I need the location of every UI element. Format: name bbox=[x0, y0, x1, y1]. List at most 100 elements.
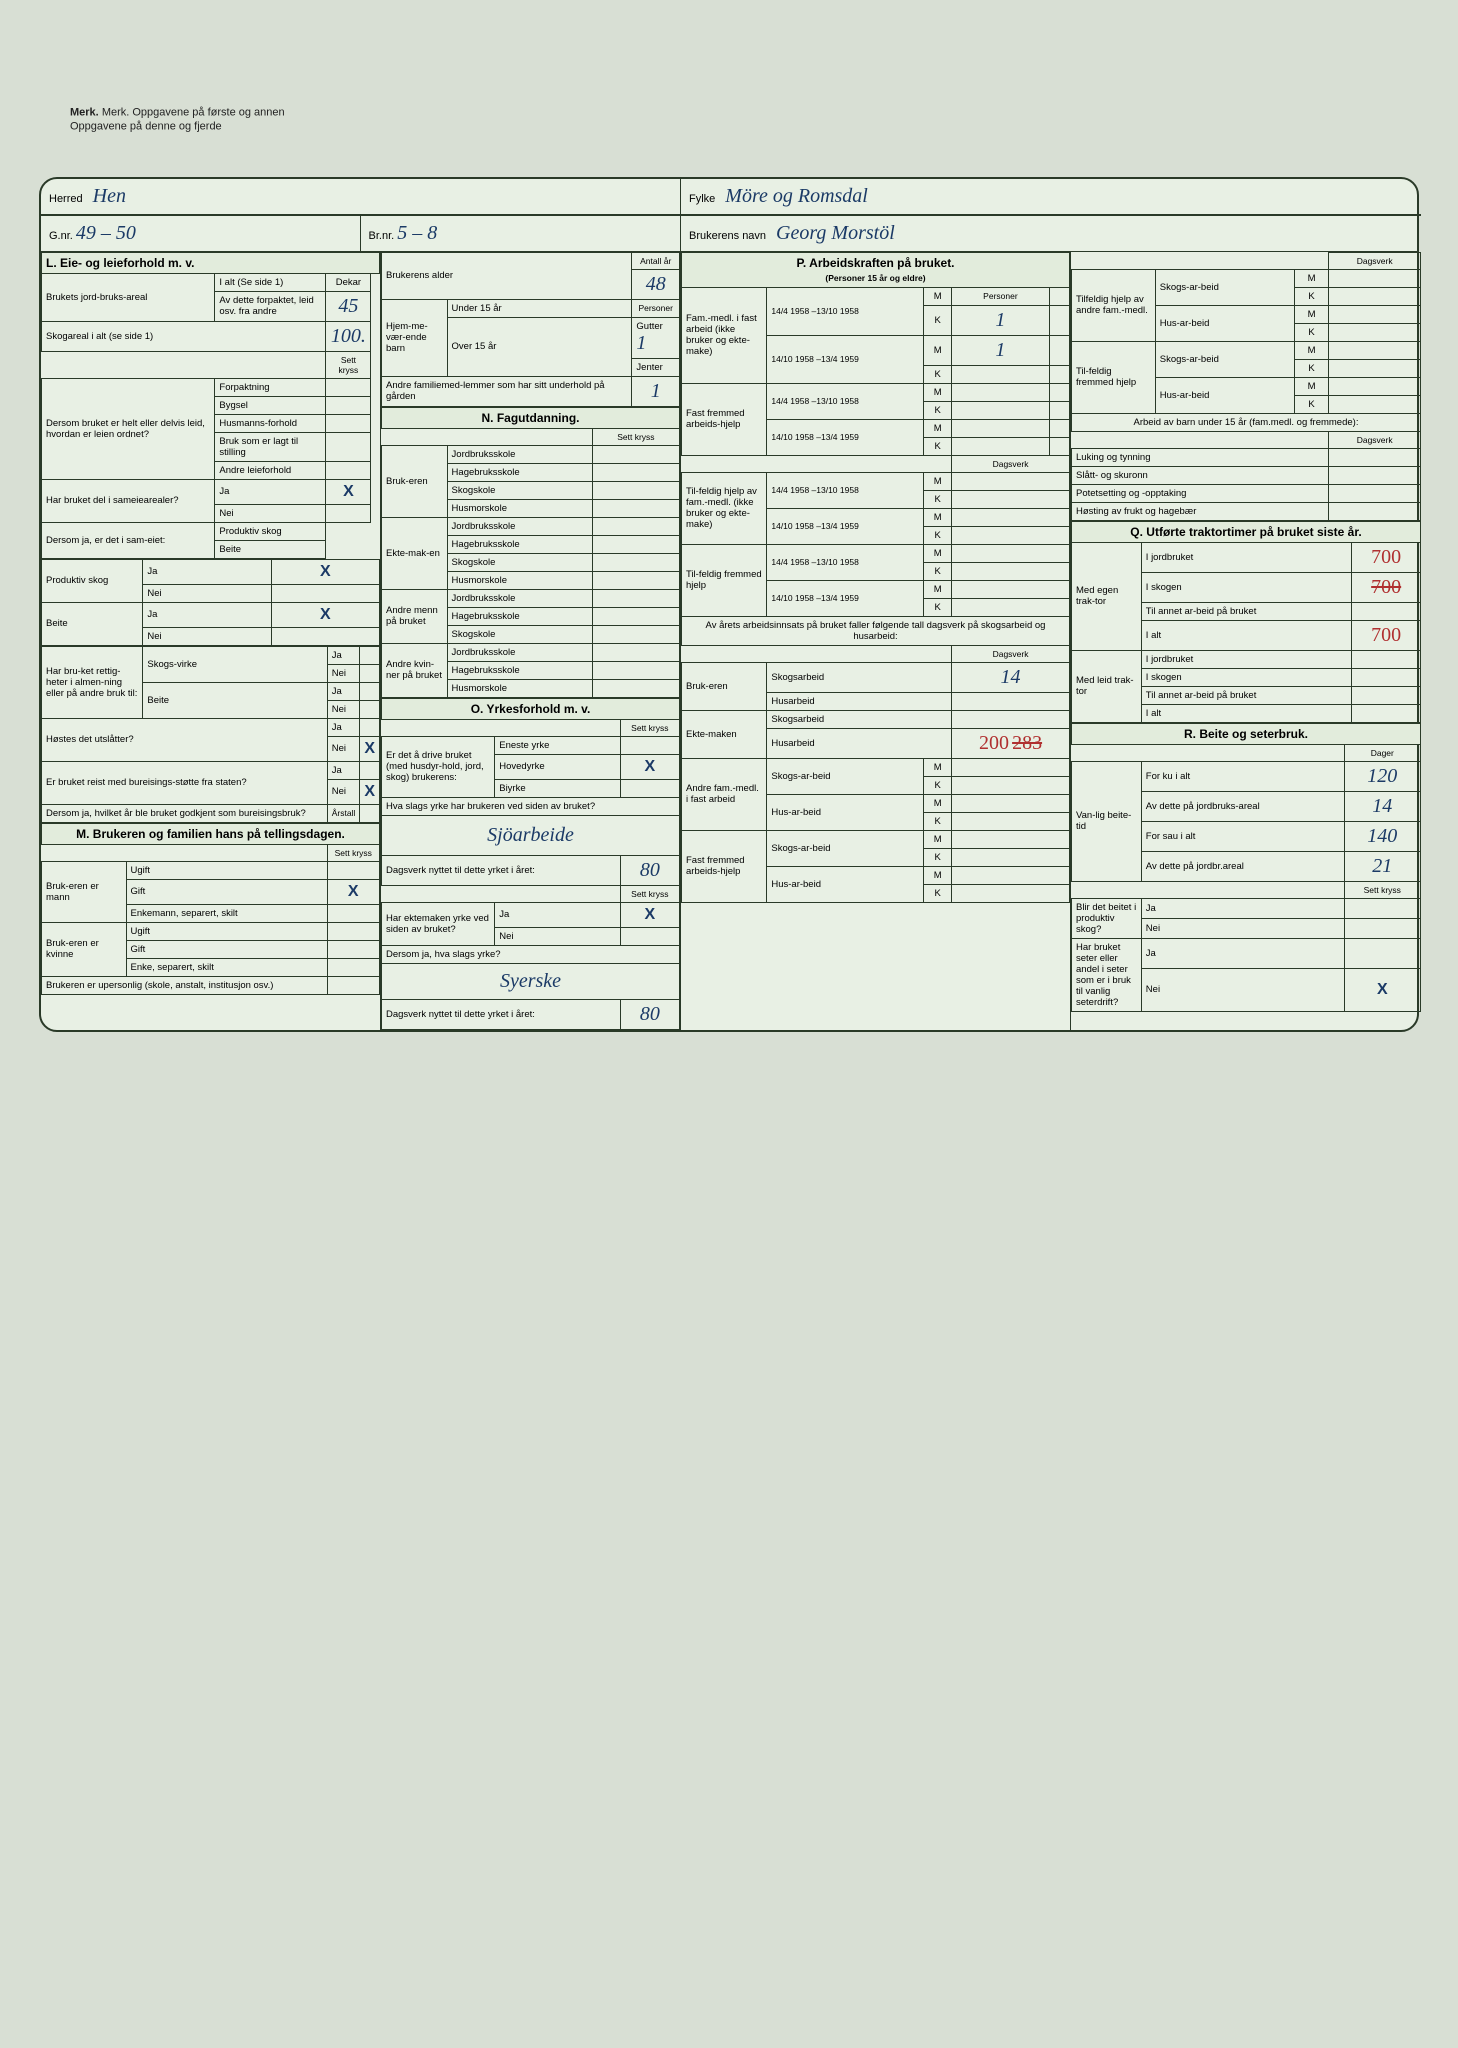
o-side-val[interactable]: Sjöarbeide bbox=[382, 815, 680, 855]
r-r1: Av dette på jordbruks-areal bbox=[1141, 791, 1344, 821]
arstall-val[interactable] bbox=[360, 804, 380, 822]
leie-check-0[interactable] bbox=[326, 378, 371, 396]
leie-opt-2: Husmanns-forhold bbox=[215, 414, 326, 432]
nb-chk-3[interactable] bbox=[592, 499, 679, 517]
kv-chk-0[interactable] bbox=[327, 922, 380, 940]
nk-chk-0[interactable] bbox=[592, 643, 679, 661]
bt-nei[interactable] bbox=[271, 627, 379, 645]
p-arbeids-lbl: Av årets arbeidsinnsats på bruket faller… bbox=[682, 616, 1070, 645]
ptf-1b: 14/10 1958 –13/4 1959 bbox=[767, 508, 924, 544]
leie-check-2[interactable] bbox=[326, 414, 371, 432]
ut-ja[interactable] bbox=[360, 718, 380, 736]
n-ak: Andre kvin-ner på bruket bbox=[382, 643, 448, 697]
o-dv2-q: Dagsverk nyttet til dette yrket i året: bbox=[382, 999, 621, 1029]
p-ek-hus-200: 200 bbox=[979, 732, 1009, 754]
section-P-sub: (Personer 15 år og eldre) bbox=[825, 273, 925, 283]
o-ekte-nei[interactable] bbox=[620, 927, 679, 945]
barn-v-1[interactable] bbox=[1329, 466, 1421, 484]
o-slag-val[interactable]: Syerske bbox=[382, 963, 680, 999]
barn-v-0[interactable] bbox=[1329, 448, 1421, 466]
ne-chk-1[interactable] bbox=[592, 535, 679, 553]
q-e-v2[interactable] bbox=[1352, 602, 1421, 620]
o-chk-1[interactable]: X bbox=[620, 754, 679, 779]
ps-ja[interactable]: X bbox=[271, 559, 379, 584]
o-chk-0[interactable] bbox=[620, 736, 679, 754]
rb-ja[interactable] bbox=[360, 682, 380, 700]
nm-chk-2[interactable] bbox=[592, 625, 679, 643]
ne-chk-3[interactable] bbox=[592, 571, 679, 589]
bu-ja[interactable] bbox=[360, 761, 380, 779]
q-l-v3[interactable] bbox=[1352, 704, 1421, 722]
bt-ja[interactable]: X bbox=[271, 602, 379, 627]
o15-lbl: Over 15 år bbox=[447, 317, 632, 376]
ialt-label: I alt (Se side 1) bbox=[215, 273, 326, 291]
r-ps-ja[interactable] bbox=[1344, 898, 1420, 918]
rb-nei[interactable] bbox=[360, 700, 380, 718]
ut-nei[interactable]: X bbox=[360, 736, 380, 761]
r-seter-nei[interactable]: X bbox=[1344, 969, 1420, 1011]
nb-0: Jordbruksskole bbox=[447, 445, 592, 463]
prodskog-q: Dersom ja, er det i sam-eiet: bbox=[42, 522, 215, 558]
merk-note: Merk. Merk. Oppgavene på første og annen… bbox=[70, 105, 1448, 134]
p-tfam-lbl: Til-feldig hjelp av fam.-medl. (ikke bru… bbox=[682, 472, 767, 544]
nm-2: Skogskole bbox=[447, 625, 592, 643]
nm-chk-0[interactable] bbox=[592, 589, 679, 607]
o-opt-0: Eneste yrke bbox=[495, 736, 620, 754]
upers-chk[interactable] bbox=[327, 976, 380, 994]
r-ps-nei[interactable] bbox=[1344, 918, 1420, 938]
fylke-label: Fylke bbox=[689, 193, 715, 205]
barn-v-2[interactable] bbox=[1329, 484, 1421, 502]
sameie-nei[interactable] bbox=[326, 504, 371, 522]
r-r0: For ku i alt bbox=[1141, 761, 1344, 791]
mann-chk-2[interactable] bbox=[327, 904, 380, 922]
o-ekte-ja-l: Ja bbox=[495, 902, 620, 927]
ps-lbl: Produktiv skog bbox=[42, 559, 143, 602]
nm-chk-1[interactable] bbox=[592, 607, 679, 625]
ps-nei[interactable] bbox=[271, 584, 379, 602]
pf-k1: K bbox=[924, 401, 952, 419]
leie-check-1[interactable] bbox=[326, 396, 371, 414]
merk-line1: Merk. Oppgavene på første og annen bbox=[102, 106, 285, 118]
bu-nei-l: Nei bbox=[327, 779, 360, 804]
c4tfr-m1: M bbox=[1294, 341, 1329, 359]
r-seter-nei-l: Nei bbox=[1141, 969, 1344, 1011]
q-l-v1[interactable] bbox=[1352, 668, 1421, 686]
bu-nei[interactable]: X bbox=[360, 779, 380, 804]
kvinne-opt-1: Gift bbox=[126, 940, 327, 958]
nb-chk-1[interactable] bbox=[592, 463, 679, 481]
nb-chk-0[interactable] bbox=[592, 445, 679, 463]
ne-chk-0[interactable] bbox=[592, 517, 679, 535]
mann-chk-1[interactable]: X bbox=[327, 879, 380, 904]
ne-chk-2[interactable] bbox=[592, 553, 679, 571]
rs-ja[interactable] bbox=[360, 646, 380, 664]
leie-opt-1: Bygsel bbox=[215, 396, 326, 414]
nk-chk-1[interactable] bbox=[592, 661, 679, 679]
column-P: P. Arbeidskraften på bruket. (Personer 1… bbox=[681, 252, 1071, 1030]
q-leid: Med leid trak-tor bbox=[1072, 650, 1142, 722]
leie-check-4[interactable] bbox=[326, 461, 371, 479]
rs-nei[interactable] bbox=[360, 664, 380, 682]
r-seter-ja[interactable] bbox=[1344, 938, 1420, 969]
o-ekte-ja[interactable]: X bbox=[620, 902, 679, 927]
q-e-3: I alt bbox=[1141, 620, 1352, 650]
q-e-1: I skogen bbox=[1141, 572, 1352, 602]
barn-title: Arbeid av barn under 15 år (fam.medl. og… bbox=[1072, 413, 1421, 431]
nb-chk-2[interactable] bbox=[592, 481, 679, 499]
kvinne-opt-0: Ugift bbox=[126, 922, 327, 940]
kv-chk-1[interactable] bbox=[327, 940, 380, 958]
q-l-v0[interactable] bbox=[1352, 650, 1421, 668]
o-chk-2[interactable] bbox=[620, 779, 679, 797]
barn-v-3[interactable] bbox=[1329, 502, 1421, 520]
kv-chk-2[interactable] bbox=[327, 958, 380, 976]
sameie-ja[interactable]: X bbox=[326, 479, 371, 504]
brnr-value: 5 – 8 bbox=[397, 222, 437, 244]
nk-chk-2[interactable] bbox=[592, 679, 679, 697]
barn-row-2: Potetsetting og -opptaking bbox=[1072, 484, 1329, 502]
mann-chk-0[interactable] bbox=[327, 861, 380, 879]
leie-check-3[interactable] bbox=[326, 432, 371, 461]
p-br-skog-l: Skogsarbeid bbox=[767, 662, 952, 692]
q-e-0: I jordbruket bbox=[1141, 542, 1352, 572]
p-dv-hdr2: Dagsverk bbox=[952, 645, 1070, 662]
ptf-k1: K bbox=[924, 490, 952, 508]
q-l-v2[interactable] bbox=[1352, 686, 1421, 704]
